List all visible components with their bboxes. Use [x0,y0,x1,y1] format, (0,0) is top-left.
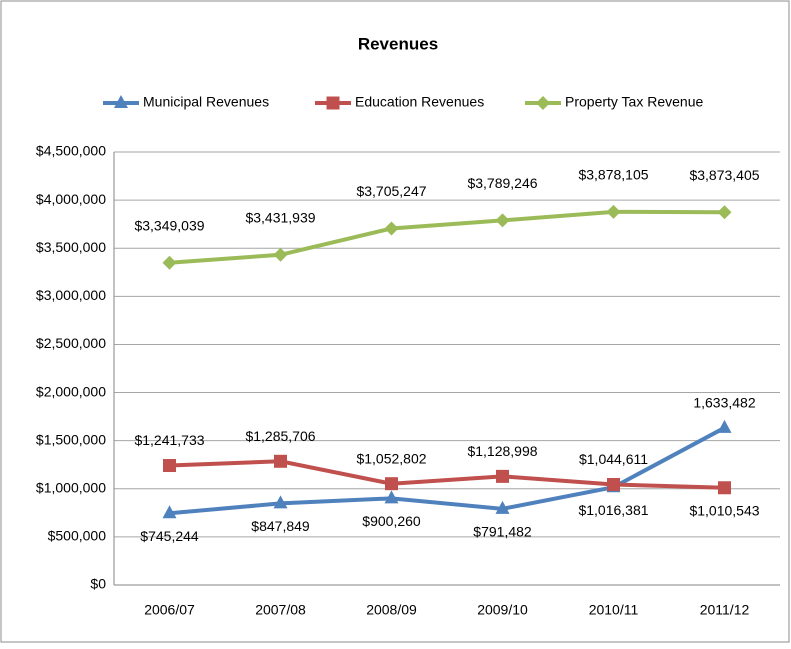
data-label: 1,633,482 [693,395,755,411]
y-tick-label: $1,000,000 [36,479,106,495]
point-marker [717,205,732,220]
point-marker [385,477,398,491]
y-tick-label: $3,500,000 [36,239,106,255]
legend-marker [536,96,550,110]
x-tick-label: 2009/10 [477,602,528,618]
point-marker [496,469,509,483]
data-label: $847,849 [251,518,310,534]
x-tick-label: 2011/12 [700,602,750,618]
data-label: $1,052,802 [356,450,426,466]
legend-marker [114,95,128,108]
point-marker [606,204,621,219]
point-marker [384,221,399,236]
data-label: $3,873,405 [689,167,759,183]
point-marker [273,495,288,509]
data-label: $3,349,039 [134,217,204,233]
legend-label: Property Tax Revenue [565,94,703,110]
point-marker [607,477,620,491]
point-marker [274,454,287,468]
point-marker [163,459,176,473]
data-label: $3,431,939 [245,209,315,225]
legend-label: Municipal Revenues [143,94,269,110]
data-label: $1,285,706 [245,428,315,444]
point-marker [273,247,288,262]
x-tick-label: 2008/09 [366,602,417,618]
series-line [169,209,725,265]
point-marker [162,505,177,519]
series-line [169,459,725,490]
data-label: $1,016,381 [578,502,648,518]
data-label: $3,705,247 [356,183,426,199]
y-tick-label: $1,500,000 [36,431,106,447]
x-tick-label: 2010/11 [589,602,639,618]
point-marker [495,500,510,514]
data-label: $1,128,998 [467,443,537,459]
data-label: $3,878,105 [578,167,648,183]
point-marker [495,213,510,228]
series-line [169,426,726,516]
y-tick-label: $4,500,000 [36,143,106,159]
chart-title: Revenues [358,34,438,53]
data-label: $1,010,543 [689,502,759,518]
y-tick-label: $0 [90,576,106,592]
data-label: $3,789,246 [467,175,537,191]
point-marker [384,490,399,504]
legend-marker [326,96,340,110]
y-tick-label: $2,000,000 [36,383,106,399]
data-label: $1,241,733 [134,432,204,448]
point-marker [718,481,731,495]
y-tick-label: $500,000 [48,528,107,544]
y-tick-label: $2,500,000 [36,335,106,351]
data-label: $745,244 [140,528,199,544]
data-label: $791,482 [473,524,532,540]
y-tick-label: $3,000,000 [36,287,106,303]
legend-label: Education Revenues [355,94,484,110]
data-label: $1,044,611 [579,451,648,467]
x-tick-label: 2006/07 [144,602,195,618]
point-marker [162,255,177,270]
data-label: $900,260 [362,513,421,529]
point-marker [717,419,732,433]
y-tick-label: $4,000,000 [36,191,106,207]
x-tick-label: 2007/08 [255,602,306,618]
